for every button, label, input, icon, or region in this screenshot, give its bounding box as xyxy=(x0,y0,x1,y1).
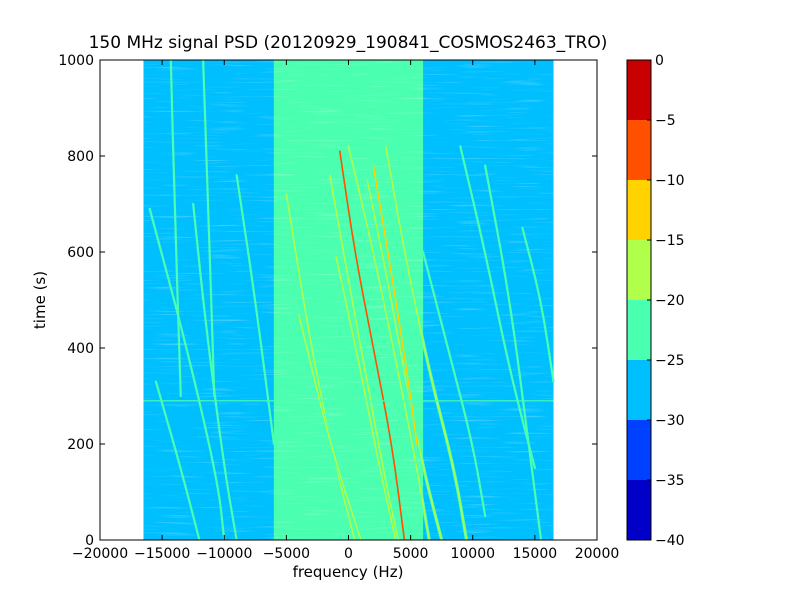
trace-2 xyxy=(192,202,238,540)
trace-3 xyxy=(235,174,276,446)
heatmap-plot xyxy=(143,60,555,540)
y-axis-ticks: 0 200 400 600 800 1000 xyxy=(58,53,597,549)
colorbar-level-0 xyxy=(627,480,651,540)
colorbar-level-6 xyxy=(627,120,651,180)
x-tick-label: 5000 xyxy=(393,546,429,562)
trace-15 xyxy=(421,250,487,518)
colorbar: 0 −5 −10 −15 −20 −25 −30 −35 −40 xyxy=(626,53,685,549)
chart-title: 150 MHz signal PSD (20120929_190841_COSM… xyxy=(89,33,608,53)
colorbar-tick-label: −10 xyxy=(655,173,685,189)
trace-16 xyxy=(459,145,536,470)
trace-17 xyxy=(484,164,543,540)
x-axis-label: frequency (Hz) xyxy=(293,563,404,581)
y-axis-label: time (s) xyxy=(31,271,49,329)
x-tick-label: 20000 xyxy=(575,546,620,562)
x-tick-label: −20000 xyxy=(72,546,128,562)
colorbar-level-4 xyxy=(627,240,651,300)
colorbar-level-5 xyxy=(627,180,651,240)
colorbar-tick-label: −35 xyxy=(655,473,685,489)
signal-traces xyxy=(143,60,555,540)
colorbar-tick-label: −40 xyxy=(655,533,685,549)
trace-1 xyxy=(148,207,226,540)
colorbar-tick-label: −5 xyxy=(655,113,676,129)
x-tick-label: −15000 xyxy=(134,546,190,562)
trace-13 xyxy=(372,164,418,445)
y-tick-label: 200 xyxy=(67,437,94,453)
trace-0 xyxy=(154,380,201,540)
trace-11 xyxy=(347,145,431,540)
trace-18 xyxy=(521,226,555,383)
trace-10 xyxy=(339,150,406,540)
y-tick-label: 0 xyxy=(85,533,94,549)
trace-14 xyxy=(384,145,468,540)
trace-5 xyxy=(169,60,182,398)
colorbar-level-2 xyxy=(627,360,651,420)
x-tick-label: 0 xyxy=(344,546,353,562)
y-tick-label: 400 xyxy=(67,341,94,357)
x-tick-label: −10000 xyxy=(196,546,252,562)
x-tick-label: 10000 xyxy=(450,546,495,562)
x-axis-ticks: −20000 −15000 −10000 −5000 0 5000 10000 15000 20… xyxy=(72,60,619,562)
y-tick-label: 600 xyxy=(67,245,94,261)
trace-8 xyxy=(335,256,397,540)
colorbar-tick-label: −20 xyxy=(655,293,685,309)
trace-4 xyxy=(202,60,216,398)
colorbar-level-1 xyxy=(627,420,651,480)
colorbar-tick-label: 0 xyxy=(655,53,664,69)
trace-7 xyxy=(298,313,362,540)
colorbar-tick-label: −15 xyxy=(655,233,685,249)
trace-12 xyxy=(366,179,443,540)
y-tick-label: 1000 xyxy=(58,53,94,69)
trace-9 xyxy=(329,174,399,540)
colorbar-tick-label: −30 xyxy=(655,413,685,429)
x-tick-label: 15000 xyxy=(513,546,558,562)
colorbar-level-7 xyxy=(627,60,651,120)
colorbar-tick-label: −25 xyxy=(655,353,685,369)
colorbar-level-3 xyxy=(627,300,651,360)
x-tick-label: −5000 xyxy=(263,546,310,562)
y-tick-label: 800 xyxy=(67,149,94,165)
